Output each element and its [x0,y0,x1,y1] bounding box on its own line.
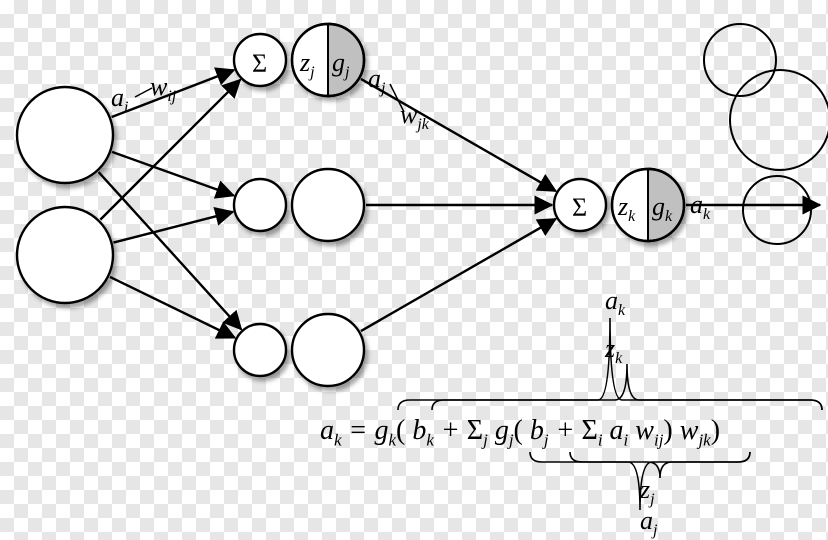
label-g-k: gk [652,192,672,226]
sum-node [234,324,286,376]
edge [110,277,235,338]
brace [432,364,822,410]
sum-node [234,179,286,231]
activation-node [292,314,364,386]
label-sigma-h: Σ [252,49,267,79]
label-w-ij: wij [150,72,176,106]
label-a-j: aj [368,64,385,98]
bg-circle [730,70,828,170]
brace-label-z-k: zk [605,334,622,368]
brace [570,452,750,478]
label-z-j: zj [300,48,315,82]
label-a-k: ak [690,190,710,224]
label-g-j: gj [332,48,349,82]
label-z-k: zk [618,192,635,226]
brace-label-a-k: ak [605,286,625,320]
input-node [17,207,113,303]
activation-node [292,169,364,241]
bg-circle [743,176,811,244]
brace-label-z-j: zj [640,475,655,509]
brace-label-a-j: aj [640,506,657,540]
label-a-i: ai [111,83,128,117]
bg-circle [704,24,776,96]
label-sigma-o: Σ [572,193,587,223]
edge [361,79,556,191]
input-node [17,87,113,183]
equation: ak = gk( bk + Σj gj( bj + Σi ai wij) wjk… [320,415,720,451]
label-w-jk: wjk [400,100,429,134]
edge [361,219,556,331]
edge [113,212,232,243]
